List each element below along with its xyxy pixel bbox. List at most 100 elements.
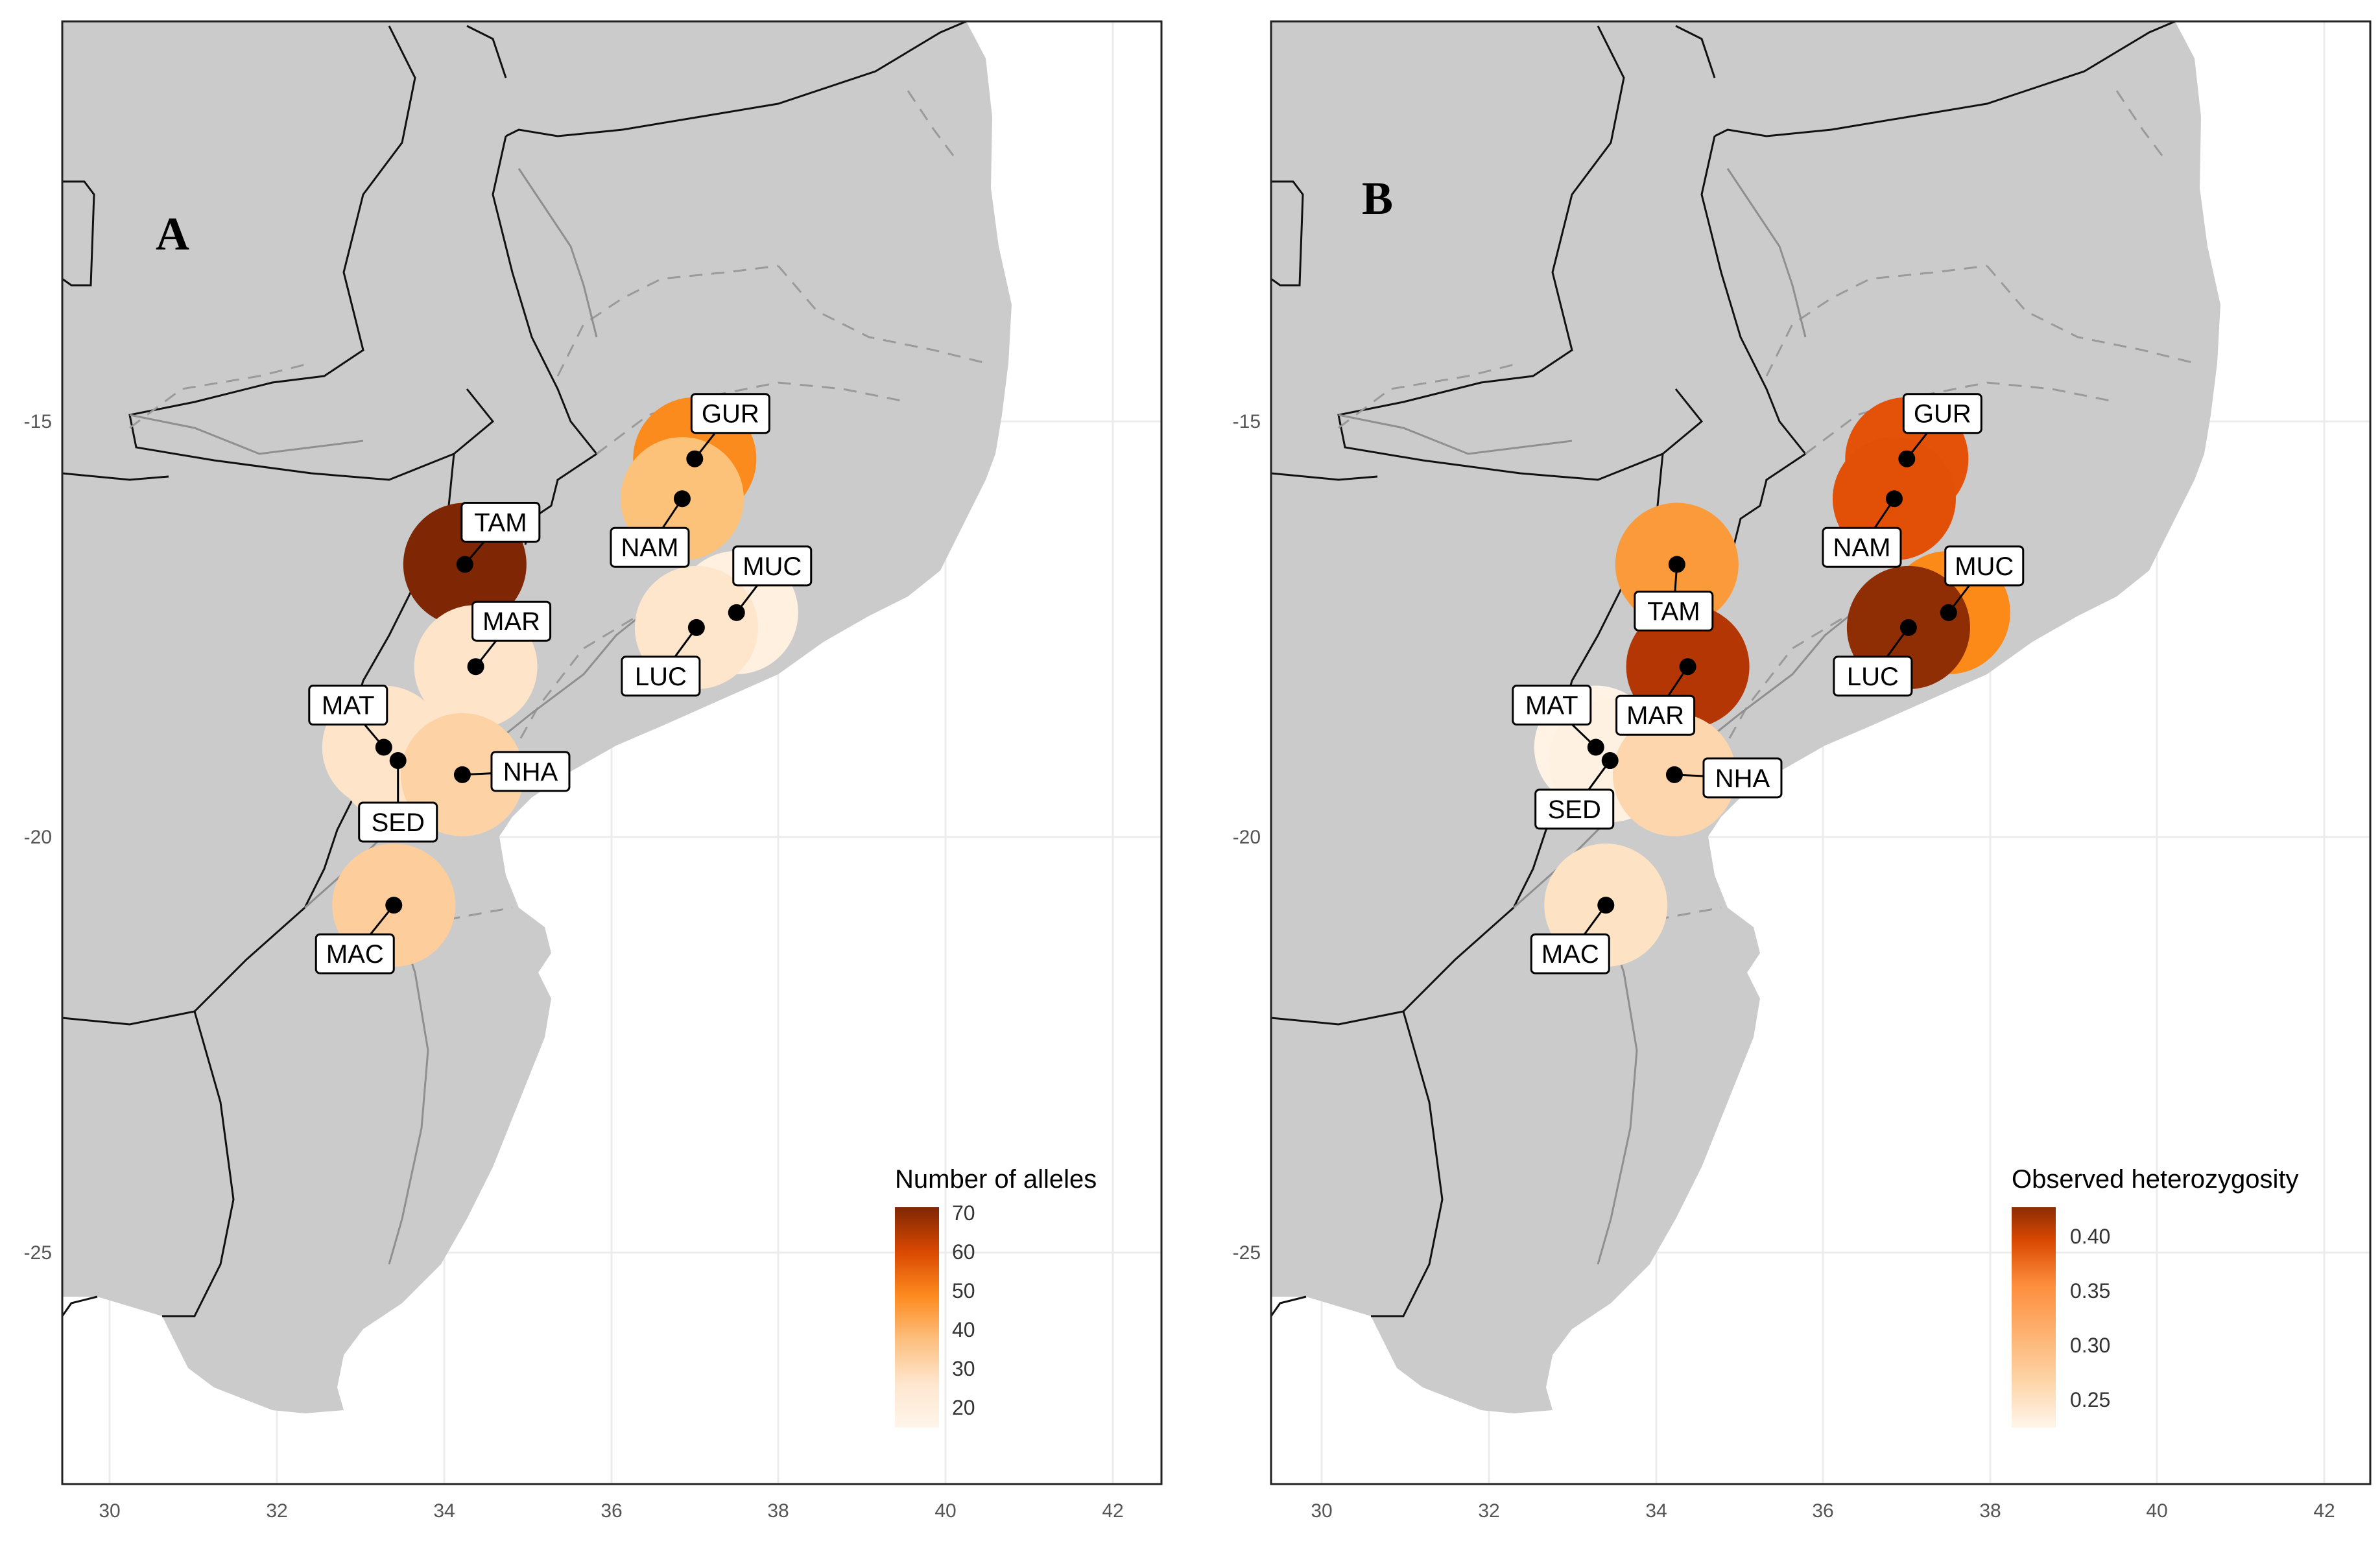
legend-colorbar (2012, 1207, 2056, 1428)
site-label-mat: MAT (1525, 692, 1578, 720)
site-point-tam (456, 556, 473, 573)
legend-tick: 0.35 (2070, 1279, 2110, 1303)
panel-a: GUR NAM TAM MAR MUC LUC MAT SED NHA MAC A Number … (24, 20, 1163, 1522)
site-label-box (690, 393, 770, 434)
site-label-muc: MUC (743, 552, 802, 581)
y-tick-label: -25 (1233, 1242, 1261, 1264)
site-label-box (1512, 685, 1592, 726)
site-label-nam: NAM (1833, 534, 1891, 562)
site-label-box (1944, 545, 2025, 587)
legend-title: Observed heterozygosity (2012, 1165, 2298, 1194)
legend-title: Number of alleles (895, 1165, 1097, 1194)
site-point-nha (1665, 766, 1683, 783)
y-axis: -15 -20 -25 (1233, 411, 1261, 1264)
legend-tick: 0.40 (2070, 1225, 2110, 1248)
site-label-box (1534, 788, 1615, 830)
site-point-mac (1597, 897, 1615, 914)
sites-layer: GUR NAM TAM MAR MUC LUC MAT SED NHA MAC (308, 393, 813, 974)
x-tick-label: 32 (1478, 1500, 1499, 1522)
site-point-luc (1899, 619, 1917, 636)
legend-tick: 20 (952, 1396, 975, 1419)
legend-colorbar (895, 1207, 939, 1428)
site-label-box (610, 526, 690, 568)
y-tick-label: -20 (1233, 827, 1261, 848)
site-point-sed (1601, 752, 1619, 770)
panel-frame (61, 20, 1163, 1485)
site-label-tam: TAM (474, 509, 527, 537)
site-label-sed: SED (1548, 796, 1601, 824)
site-label-muc: MUC (1955, 552, 2014, 581)
y-tick-label: -20 (24, 827, 52, 848)
x-tick-label: 34 (433, 1500, 455, 1522)
x-tick-label: 32 (266, 1500, 287, 1522)
site-point-gur (686, 450, 704, 467)
x-tick-label: 34 (1645, 1500, 1667, 1522)
legend-tick: 40 (952, 1318, 975, 1341)
site-point-mar (1679, 658, 1696, 676)
site-point-nha (453, 766, 471, 783)
site-label-gur: GUR (702, 400, 759, 429)
site-point-mac (385, 897, 403, 914)
site-label-box (490, 751, 571, 792)
site-label-box (732, 545, 813, 587)
panel-letter: A (156, 208, 189, 260)
land-mass (62, 21, 1012, 1413)
legend-tick: 60 (952, 1240, 975, 1264)
sites-layer: GUR NAM TAM MAR MUC LUC MAT SED NHA MAC (1512, 393, 2025, 974)
site-label-mar: MAR (1626, 702, 1684, 730)
x-tick-label: 36 (1812, 1500, 1833, 1522)
site-point-tam (1668, 556, 1685, 573)
x-tick-label: 30 (1311, 1500, 1332, 1522)
x-tick-label: 40 (2146, 1500, 2167, 1522)
y-tick-label: -25 (24, 1242, 52, 1264)
site-label-box (1902, 393, 1982, 434)
legend-tick: 70 (952, 1201, 975, 1225)
site-label-gur: GUR (1914, 400, 1971, 429)
site-label-box (315, 933, 395, 974)
y-tick-label: -15 (1233, 411, 1261, 432)
site-point-muc (728, 604, 745, 621)
site-label-nam: NAM (621, 534, 679, 562)
site-label-box (471, 600, 552, 642)
x-tick-label: 38 (767, 1500, 789, 1522)
site-label-luc: LUC (1847, 663, 1899, 691)
x-tick-label: 38 (1979, 1500, 2001, 1522)
panel-frame (1270, 20, 2372, 1485)
site-label-luc: LUC (635, 663, 687, 691)
site-label-nha: NHA (1715, 764, 1770, 793)
y-tick-label: -15 (24, 411, 52, 432)
site-label-sed: SED (372, 808, 425, 837)
site-label-box (358, 801, 438, 843)
site-label-mat: MAT (322, 692, 374, 720)
site-point-luc (687, 619, 705, 636)
site-label-box (1833, 655, 1913, 697)
site-point-gur (1898, 450, 1916, 467)
x-tick-label: 30 (99, 1500, 120, 1522)
x-axis: 30 32 34 36 38 40 42 (99, 1500, 1123, 1522)
site-point-sed (389, 752, 407, 770)
site-label-box (621, 655, 701, 697)
x-tick-label: 36 (601, 1500, 622, 1522)
site-point-nam (1885, 490, 1903, 508)
legend-ticks: 70 60 50 40 30 20 (952, 1201, 975, 1419)
legend-tick: 30 (952, 1357, 975, 1380)
site-label-nha: NHA (503, 758, 558, 786)
site-label-box (1634, 591, 1714, 632)
legend-tick: 50 (952, 1279, 975, 1303)
x-tick-label: 40 (934, 1500, 956, 1522)
site-label-box (308, 685, 388, 726)
panel-letter: B (1362, 172, 1393, 224)
legend-tick: 0.30 (2070, 1334, 2110, 1357)
site-label-box (1822, 526, 1902, 568)
site-label-box (1530, 933, 1610, 974)
site-point-mat (375, 738, 392, 756)
site-label-tam: TAM (1647, 598, 1700, 626)
panel-b: GUR NAM TAM MAR MUC LUC MAT SED NHA MAC B Observe… (1233, 20, 2372, 1522)
site-label-mac: MAC (326, 940, 384, 969)
legend-ticks: 0.40 0.35 0.30 0.25 (2070, 1225, 2110, 1411)
land-mass (1271, 21, 2220, 1413)
site-point-mat (1587, 738, 1604, 756)
site-label-box (1615, 694, 1696, 736)
site-point-nam (673, 490, 691, 508)
